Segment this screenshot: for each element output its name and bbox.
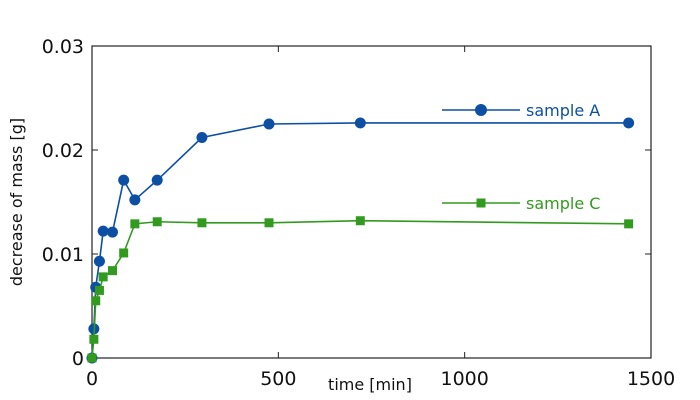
y-tick-label: 0 — [72, 348, 84, 370]
data-point — [196, 132, 208, 144]
legend: sample A sample C — [442, 101, 600, 213]
series-line — [91, 122, 629, 359]
data-point — [129, 194, 141, 206]
data-point — [93, 255, 105, 267]
data-point — [119, 248, 129, 258]
data-point — [623, 117, 635, 129]
data-point — [624, 219, 634, 229]
axis-ticks: 0 500 1000 1500 0 0.01 0.02 0.03 — [42, 36, 675, 390]
legend-label: sample A — [526, 101, 600, 120]
y-tick-label: 0.03 — [42, 36, 84, 58]
y-tick-label: 0.02 — [42, 140, 84, 162]
data-point — [197, 218, 207, 228]
legend-marker — [475, 104, 487, 116]
data-point — [263, 118, 275, 130]
y-tick-label: 0.01 — [42, 244, 84, 266]
data-point — [264, 218, 274, 228]
data-point — [87, 353, 97, 363]
data-point — [354, 117, 366, 129]
x-tick-label: 1000 — [440, 368, 488, 390]
data-point — [94, 285, 104, 295]
data-point — [130, 219, 140, 229]
y-axis-title: decrease of mass [g] — [7, 118, 26, 286]
data-point — [98, 272, 108, 282]
series-line — [91, 219, 629, 359]
data-point — [118, 174, 130, 186]
data-point — [107, 266, 117, 276]
x-tick-label: 0 — [86, 368, 98, 390]
plot-frame — [91, 45, 652, 359]
data-point — [151, 174, 163, 186]
data-point — [91, 296, 101, 306]
legend-label: sample C — [526, 194, 600, 213]
data-point — [355, 216, 365, 226]
data-point — [106, 226, 118, 238]
x-axis-title: time [min] — [328, 375, 412, 394]
data-series — [86, 117, 635, 364]
data-point — [97, 225, 109, 237]
data-point — [152, 217, 162, 227]
data-point — [89, 334, 99, 344]
legend-marker — [476, 198, 486, 208]
x-tick-label: 500 — [260, 368, 296, 390]
x-tick-label: 1500 — [627, 368, 675, 390]
